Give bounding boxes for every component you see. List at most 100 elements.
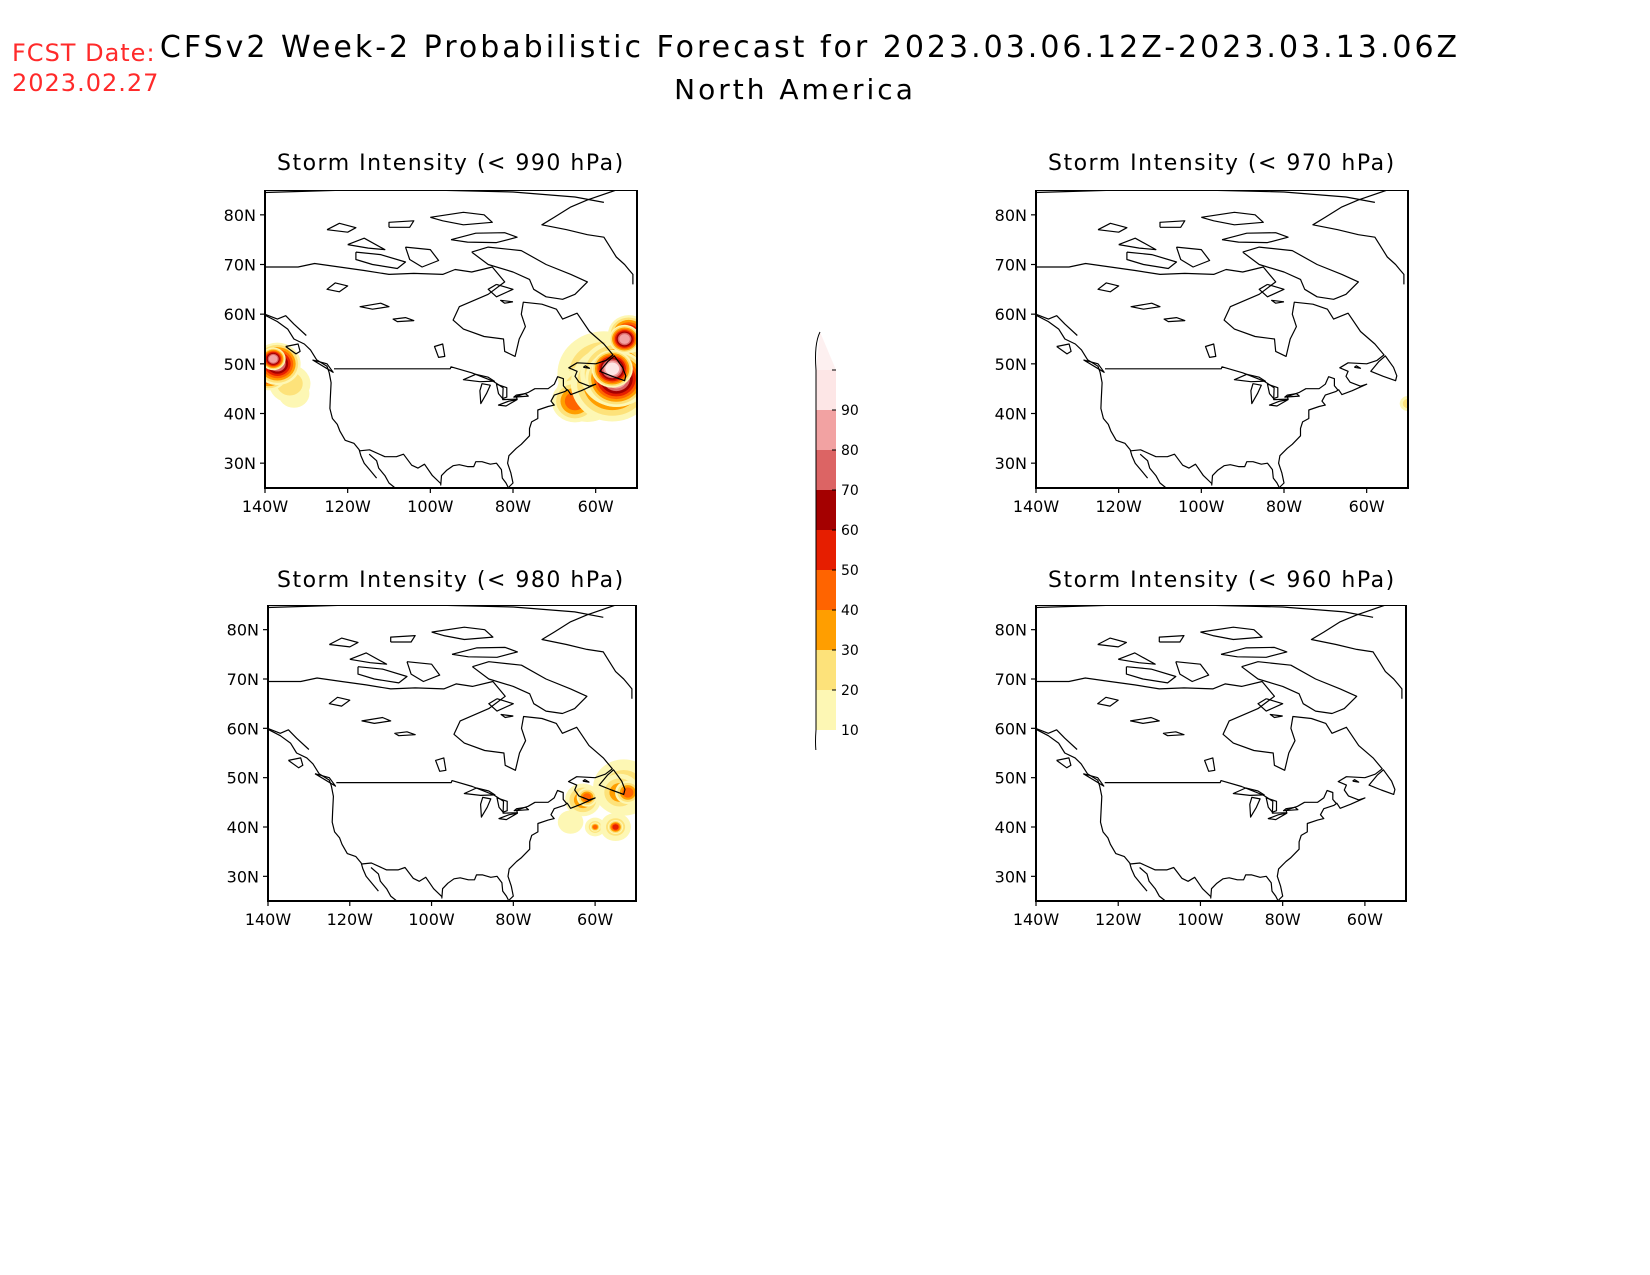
- coastline: [440, 461, 509, 488]
- lat-tick-label: 50N: [995, 355, 1027, 374]
- coastline: [471, 246, 588, 300]
- border-line: [334, 366, 568, 401]
- coastline: [357, 666, 408, 684]
- colorbar-bottom-edge: [815, 729, 817, 750]
- colorbar-label: 70: [841, 483, 859, 499]
- lake-outline: [1250, 383, 1262, 405]
- probability-shade: [557, 810, 584, 834]
- coastline: [368, 453, 396, 488]
- coastline: [1036, 605, 1374, 618]
- coastline: [1258, 283, 1285, 298]
- border-line: [336, 780, 567, 814]
- colorbar-swatch: [816, 450, 836, 490]
- lon-tick-label: 100W: [408, 910, 455, 929]
- lake-outline: [1163, 316, 1186, 323]
- coastline: [314, 773, 337, 787]
- border-line: [1104, 780, 1337, 814]
- lon-tick-label: 120W: [1095, 497, 1142, 516]
- colorbar-swatch: [816, 530, 836, 570]
- coastline: [1353, 365, 1362, 369]
- colorbar-swatch: [816, 610, 836, 650]
- colorbar-label: 40: [841, 603, 859, 619]
- lon-tick-label: 100W: [1178, 497, 1225, 516]
- coastline: [1175, 246, 1211, 268]
- colorbar-label: 80: [841, 443, 859, 459]
- coastline: [1036, 190, 1376, 203]
- colorbar-label: 30: [841, 643, 859, 659]
- coastline: [268, 677, 613, 901]
- border-line: [1130, 449, 1213, 484]
- coastline: [1118, 237, 1157, 251]
- coastline: [288, 757, 304, 769]
- coastline: [1175, 661, 1210, 683]
- coastline: [1036, 728, 1148, 892]
- coastline: [1368, 769, 1396, 795]
- border-line: [1036, 313, 1078, 336]
- coastline: [285, 343, 301, 355]
- coastline: [1083, 359, 1105, 373]
- colorbar-swatch: [816, 570, 836, 610]
- coastline: [326, 222, 357, 233]
- lake-outline: [1267, 812, 1288, 821]
- map-frame: [267, 605, 637, 902]
- coastline: [1370, 355, 1398, 382]
- lat-tick-label: 70N: [227, 670, 259, 689]
- lake-outline: [495, 383, 508, 400]
- coastline: [1200, 626, 1263, 641]
- coastline: [1201, 211, 1264, 226]
- lon-tick-label: 120W: [1095, 910, 1142, 929]
- title-line-2: North America: [674, 73, 916, 106]
- map-frame: [1035, 190, 1409, 489]
- lon-tick-label: 80W: [495, 497, 531, 516]
- lat-tick-label: 80N: [995, 621, 1027, 640]
- colorbar-swatch: [816, 690, 836, 730]
- lat-tick-label: 70N: [995, 256, 1027, 275]
- lon-tick-label: 60W: [577, 910, 613, 929]
- lake-outline: [1097, 282, 1120, 293]
- coastline: [1352, 779, 1360, 783]
- lake-outline: [462, 373, 495, 383]
- lake-outline: [497, 399, 518, 407]
- coastline: [388, 220, 415, 228]
- lake-outline: [359, 302, 390, 310]
- lake-outline: [1249, 796, 1261, 818]
- lat-tick-label: 40N: [995, 818, 1027, 837]
- main-title: CFSv2 Week-2 Probabilistic Forecast for …: [0, 30, 1650, 106]
- colorbar-top-cap: [816, 332, 836, 370]
- coastline: [1097, 637, 1127, 648]
- probability-shade: [612, 824, 619, 830]
- lat-tick-label: 40N: [995, 405, 1027, 424]
- forecast-date-label: FCST Date:: [12, 39, 156, 67]
- lake-outline: [392, 316, 415, 323]
- colorbar-label: 90: [841, 403, 859, 419]
- lake-outline: [1266, 383, 1279, 400]
- lat-tick-label: 30N: [995, 867, 1027, 886]
- coastline: [312, 359, 334, 373]
- title-line-1: CFSv2 Week-2 Probabilistic Forecast for …: [159, 30, 1461, 65]
- lat-tick-label: 30N: [995, 454, 1027, 473]
- panel-title: Storm Intensity (< 990 hPa): [277, 151, 625, 176]
- lake-outline: [1204, 343, 1217, 358]
- lake-outline: [1265, 797, 1278, 813]
- colorbar-swatch: [816, 370, 836, 410]
- lat-tick-label: 80N: [995, 206, 1027, 225]
- colorbar-label: 50: [841, 563, 859, 579]
- lake-outline: [1097, 696, 1119, 707]
- lon-tick-label: 100W: [1177, 910, 1224, 929]
- coastline: [265, 190, 605, 203]
- lake-outline: [435, 757, 447, 772]
- lon-tick-label: 60W: [1347, 910, 1383, 929]
- lake-outline: [1233, 373, 1266, 383]
- lat-tick-label: 30N: [224, 454, 256, 473]
- coastline: [1056, 343, 1072, 355]
- coastline: [441, 874, 509, 901]
- lat-tick-label: 80N: [224, 206, 256, 225]
- lat-tick-label: 70N: [995, 670, 1027, 689]
- coastline: [430, 211, 493, 226]
- lat-tick-label: 60N: [224, 305, 256, 324]
- lake-outline: [463, 787, 496, 796]
- map-frame: [264, 190, 638, 489]
- coastline: [1036, 314, 1149, 479]
- lat-tick-label: 50N: [995, 769, 1027, 788]
- forecast-date: FCST Date: 2023.02.27: [12, 38, 159, 98]
